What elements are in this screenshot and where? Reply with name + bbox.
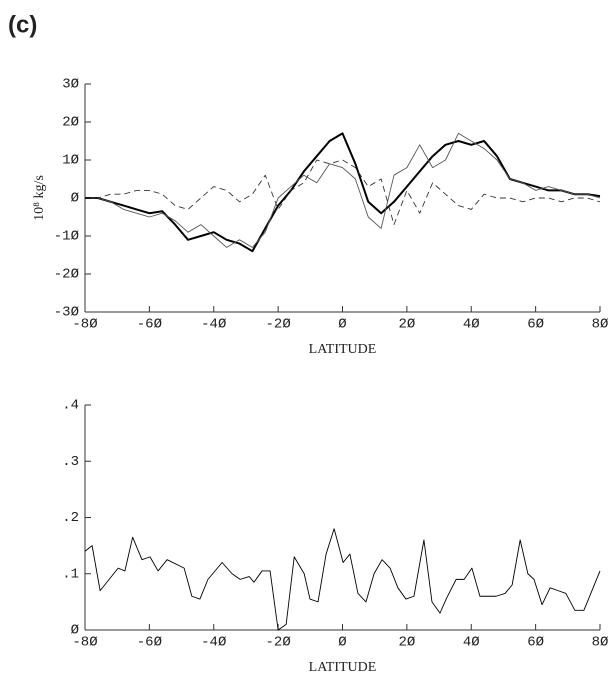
- series-line: [85, 132, 601, 253]
- y-tick-label: 2Ø: [62, 115, 79, 131]
- x-tick-label: -4Ø: [201, 317, 226, 333]
- x-tick-label: 8Ø: [592, 635, 609, 651]
- y-tick-label: 3Ø: [62, 77, 79, 93]
- x-tick-label: 6Ø: [527, 635, 544, 651]
- x-tick-label: 4Ø: [463, 635, 480, 651]
- y-tick-label: Ø: [71, 623, 79, 639]
- x-tick-label: -6Ø: [137, 635, 162, 651]
- series-line: [85, 132, 601, 248]
- x-tick-label: Ø: [338, 317, 346, 333]
- x-tick-label: -2Ø: [266, 317, 291, 333]
- x-tick-label: -6Ø: [137, 317, 162, 333]
- x-tick-label: -4Ø: [201, 635, 226, 651]
- y-tick-label: -2Ø: [54, 267, 79, 283]
- x-tick-label: 4Ø: [463, 317, 480, 333]
- x-tick-label: 2Ø: [398, 635, 415, 651]
- y-tick-label: Ø: [71, 191, 79, 207]
- x-tick-label: -8Ø: [72, 317, 97, 333]
- panel-label: (c): [8, 11, 37, 38]
- series-line: [84, 528, 601, 631]
- y-tick-label: .3: [62, 454, 79, 470]
- y-tick-label: .2: [62, 510, 79, 526]
- y-tick-label: .1: [62, 566, 79, 582]
- x-tick-label: Ø: [338, 635, 346, 651]
- x-tick-label: 8Ø: [592, 317, 609, 333]
- y-axis-label: 10⁸ kg/s: [32, 175, 47, 221]
- x-tick-label: 2Ø: [398, 317, 415, 333]
- y-tick-label: .4: [62, 398, 79, 414]
- y-tick-label: -1Ø: [54, 229, 79, 245]
- y-tick-label: 1Ø: [62, 153, 79, 169]
- x-axis-label: LATITUDE: [309, 342, 377, 357]
- x-tick-label: 6Ø: [527, 317, 544, 333]
- x-tick-label: -2Ø: [266, 635, 291, 651]
- x-tick-label: -8Ø: [72, 635, 97, 651]
- series-line: [85, 159, 601, 226]
- y-tick-label: -3Ø: [54, 305, 79, 321]
- x-axis-label: LATITUDE: [309, 660, 377, 675]
